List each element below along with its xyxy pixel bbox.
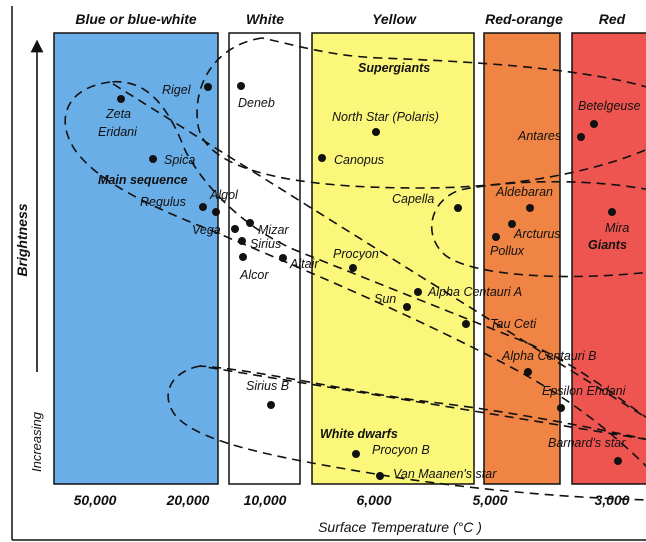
star-label-regulus: Regulus bbox=[140, 195, 186, 209]
star-label-alpha-centauri-a: Alpha Centauri A bbox=[427, 285, 522, 299]
star-dot-canopus bbox=[318, 154, 326, 162]
star-label-barnards-star: Barnard's star bbox=[548, 436, 626, 450]
star-label-rigel: Rigel bbox=[162, 83, 192, 97]
star-label-van-maanens-star: Van Maanen's star bbox=[393, 467, 497, 481]
star-dot-pollux bbox=[492, 233, 500, 241]
star-label-algol: Algol bbox=[209, 188, 239, 202]
star-label-betelgeuse: Betelgeuse bbox=[578, 99, 641, 113]
star-dot-algol bbox=[212, 208, 220, 216]
star-label-mira: Mira bbox=[605, 221, 629, 235]
star-dot-polaris bbox=[372, 128, 380, 136]
x-axis-label: Surface Temperature (°C ) bbox=[318, 519, 482, 535]
region-label-giants: Giants bbox=[588, 238, 627, 252]
star-dot-procyon-b bbox=[352, 450, 360, 458]
band-red-orange bbox=[483, 32, 561, 485]
star-label-vega: Vega bbox=[192, 223, 221, 237]
x-tick-20000: 20,000 bbox=[166, 492, 210, 508]
star-dot-sirius-b bbox=[267, 401, 275, 409]
star-dot-barnards-star bbox=[614, 457, 622, 465]
star-dot-van-maanens-star bbox=[376, 472, 384, 480]
star-label-deneb: Deneb bbox=[238, 96, 275, 110]
region-label-supergiants: Supergiants bbox=[358, 61, 430, 75]
x-tick-50000: 50,000 bbox=[74, 492, 117, 508]
star-dot-alpha-centauri-b bbox=[524, 368, 532, 376]
star-dot-arcturus bbox=[508, 220, 516, 228]
main-sequence-outline bbox=[64, 81, 646, 468]
star-dot-antares bbox=[577, 133, 585, 141]
region-label-main-sequence: Main sequence bbox=[98, 173, 188, 187]
supergiants-outline bbox=[196, 37, 646, 189]
star-dot-procyon bbox=[349, 264, 357, 272]
band-header-red-orange: Red-orange bbox=[485, 11, 563, 27]
star-label-polaris: North Star (Polaris) bbox=[332, 110, 439, 124]
band-header-yellow: Yellow bbox=[372, 11, 417, 27]
star-label-alcor: Alcor bbox=[239, 268, 269, 282]
star-label-procyon-b: Procyon B bbox=[372, 443, 430, 457]
star-label-eridani: Eridani bbox=[98, 125, 138, 139]
x-tick-5000: 5,000 bbox=[472, 492, 507, 508]
star-label-pollux: Pollux bbox=[490, 244, 525, 258]
band-yellow bbox=[311, 32, 475, 485]
star-label-aldebaran: Aldebaran bbox=[495, 185, 553, 199]
star-label-mizar: Mizar bbox=[258, 223, 289, 237]
band-blue bbox=[53, 32, 219, 485]
star-dot-mizar bbox=[246, 219, 254, 227]
star-dot-tau-ceti bbox=[462, 320, 470, 328]
x-tick-10000: 10,000 bbox=[244, 492, 287, 508]
region-label-white-dwarfs: White dwarfs bbox=[320, 427, 398, 441]
star-label-sirius-b: Sirius B bbox=[246, 379, 289, 393]
star-dot-capella bbox=[454, 204, 462, 212]
star-label-tau-ceti: Tau Ceti bbox=[490, 317, 537, 331]
white-dwarfs-outline bbox=[167, 365, 646, 501]
star-label-sirius: Sirius bbox=[250, 237, 281, 251]
star-dot-altair bbox=[279, 254, 287, 262]
star-label-antares: Antares bbox=[517, 129, 561, 143]
y-axis-label-brightness: Brightness bbox=[14, 203, 30, 276]
star-label-sun: Sun bbox=[374, 292, 396, 306]
band-header-red: Red bbox=[599, 11, 626, 27]
star-label-spica: Spica bbox=[164, 153, 195, 167]
star-dot-alcor bbox=[239, 253, 247, 261]
band-header-blue: Blue or blue-white bbox=[75, 11, 197, 27]
star-label-altair: Altair bbox=[289, 257, 319, 271]
star-dot-aldebaran bbox=[526, 204, 534, 212]
star-label-zeta: Zeta bbox=[105, 107, 131, 121]
y-axis-label-increasing: Increasing bbox=[29, 411, 44, 472]
star-label-epsilon-eridani: Epsilon Eridani bbox=[542, 384, 627, 398]
star-dot-mira bbox=[608, 208, 616, 216]
star-dot-vega bbox=[231, 225, 239, 233]
star-dot-rigel bbox=[204, 83, 212, 91]
star-dot-epsilon-eridani bbox=[557, 404, 565, 412]
star-dot-deneb bbox=[237, 82, 245, 90]
star-dot-alpha-centauri-a bbox=[414, 288, 422, 296]
star-dot-sirius bbox=[238, 237, 246, 245]
star-dot-sun bbox=[403, 303, 411, 311]
star-dot-zeta-eridani bbox=[117, 95, 125, 103]
star-dot-spica bbox=[149, 155, 157, 163]
star-dot-regulus bbox=[199, 203, 207, 211]
x-tick-6000: 6,000 bbox=[356, 492, 391, 508]
star-label-canopus: Canopus bbox=[334, 153, 384, 167]
star-label-arcturus: Arcturus bbox=[513, 227, 561, 241]
star-dot-betelgeuse bbox=[590, 120, 598, 128]
star-label-procyon: Procyon bbox=[333, 247, 379, 261]
star-label-capella: Capella bbox=[392, 192, 434, 206]
star-label-alpha-centauri-b: Alpha Centauri B bbox=[501, 349, 597, 363]
band-header-white: White bbox=[246, 11, 284, 27]
x-tick-3000: 3,000 bbox=[594, 492, 629, 508]
